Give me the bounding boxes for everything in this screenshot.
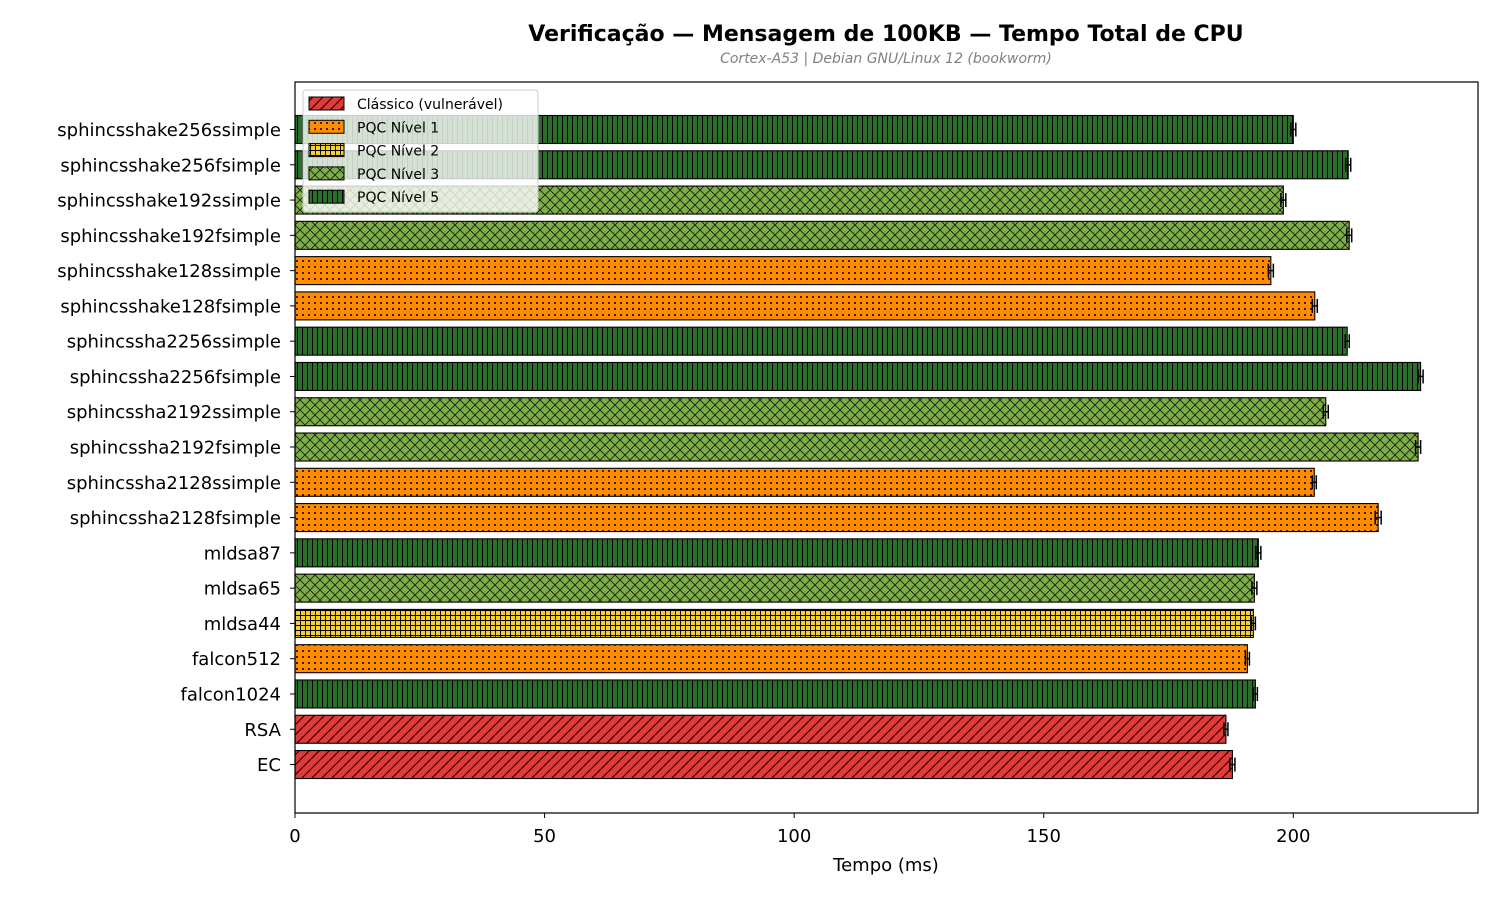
bar-mldsa44 xyxy=(294,608,1254,638)
chart-subtitle: Cortex-A53 | Debian GNU/Linux 12 (bookwo… xyxy=(720,51,1052,67)
legend-label-n2: PQC Nível 2 xyxy=(357,144,439,160)
y-tick-label-sphincsshake256fsimple: sphincsshake256fsimple xyxy=(60,155,281,176)
error-bar-falcon1024 xyxy=(1252,686,1259,701)
error-bar-EC xyxy=(1229,757,1236,772)
x-tick-label-100: 100 xyxy=(777,826,811,847)
legend-swatch-n2 xyxy=(308,143,345,158)
bar-falcon512 xyxy=(294,644,1248,674)
x-tick-label-200: 200 xyxy=(1276,826,1310,847)
legend-box xyxy=(302,89,539,213)
error-bar-sphincsshake256ssimple xyxy=(1290,122,1297,137)
error-bar-sphincssha2192ssimple xyxy=(1322,404,1330,419)
error-bar-RSA xyxy=(1223,722,1229,737)
legend-swatch-classic xyxy=(308,96,345,111)
bars-layer xyxy=(294,114,1424,780)
y-tick-label-sphincsshake128ssimple: sphincsshake128ssimple xyxy=(57,261,281,282)
legend-label-n1: PQC Nível 1 xyxy=(357,120,439,136)
y-tick-label-sphincssha2192fsimple: sphincssha2192fsimple xyxy=(70,438,281,459)
y-tick-label-EC: EC xyxy=(257,755,281,776)
x-tick-label-0: 0 xyxy=(289,826,300,847)
y-tick-label-sphincssha2192ssimple: sphincssha2192ssimple xyxy=(67,402,281,423)
y-tick-label-sphincssha2256fsimple: sphincssha2256fsimple xyxy=(70,367,281,388)
error-bar-sphincssha2128fsimple xyxy=(1374,510,1382,525)
y-tick-label-falcon1024: falcon1024 xyxy=(181,684,282,705)
bar-sphincssha2192ssimple xyxy=(294,397,1327,427)
bar-sphincssha2192fsimple xyxy=(294,432,1419,462)
y-tick-label-sphincsshake256ssimple: sphincsshake256ssimple xyxy=(57,120,281,141)
error-bar-falcon512 xyxy=(1244,651,1251,666)
y-tick-label-sphincssha2256ssimple: sphincssha2256ssimple xyxy=(67,332,281,353)
y-tick-label-sphincsshake192fsimple: sphincsshake192fsimple xyxy=(60,226,281,247)
legend: Clássico (vulnerável) PQC Nível 1 PQC Níve… xyxy=(302,89,539,213)
y-tick-label-RSA: RSA xyxy=(244,720,281,741)
error-bar-sphincsshake192ssimple xyxy=(1280,193,1287,208)
bar-sphincsshake128fsimple xyxy=(294,291,1316,321)
y-tick-label-mldsa87: mldsa87 xyxy=(204,543,281,564)
bar-RSA xyxy=(294,714,1227,744)
x-axis: 0 50 100 150 200 xyxy=(289,813,1310,847)
error-bar-sphincssha2256ssimple xyxy=(1344,334,1350,349)
error-bar-mldsa87 xyxy=(1255,545,1262,560)
y-tick-label-mldsa44: mldsa44 xyxy=(204,614,281,635)
y-tick-label-sphincssha2128fsimple: sphincssha2128fsimple xyxy=(70,508,281,529)
bar-sphincssha2256ssimple xyxy=(294,326,1348,356)
bar-mldsa87 xyxy=(294,538,1259,568)
legend-swatch-n5 xyxy=(308,189,345,204)
error-bar-sphincsshake192fsimple xyxy=(1345,228,1353,243)
error-bar-sphincsshake256fsimple xyxy=(1344,157,1352,172)
y-tick-label-sphincsshake192ssimple: sphincsshake192ssimple xyxy=(57,191,281,212)
x-tick-label-50: 50 xyxy=(533,826,556,847)
x-axis-label: Tempo (ms) xyxy=(832,855,939,876)
y-tick-label-sphincsshake128fsimple: sphincsshake128fsimple xyxy=(60,296,281,317)
bar-sphincsshake128ssimple xyxy=(294,256,1272,286)
bar-sphincssha2256fsimple xyxy=(294,361,1422,392)
bar-falcon1024 xyxy=(294,679,1256,709)
error-bar-sphincssha2128ssimple xyxy=(1311,475,1318,490)
bar-sphincsshake192fsimple xyxy=(294,220,1350,250)
bar-sphincssha2128fsimple xyxy=(294,503,1379,533)
error-bar-sphincssha2192fsimple xyxy=(1414,440,1422,455)
bar-mldsa65 xyxy=(294,573,1255,603)
y-tick-label-sphincssha2128ssimple: sphincssha2128ssimple xyxy=(67,473,281,494)
error-bar-sphincssha2256fsimple xyxy=(1417,369,1424,384)
error-bar-mldsa44 xyxy=(1250,616,1257,631)
legend-label-n3: PQC Nível 3 xyxy=(357,167,439,183)
error-bar-sphincsshake128fsimple xyxy=(1311,298,1319,313)
bar-sphincssha2128ssimple xyxy=(294,467,1315,497)
y-tick-label-mldsa65: mldsa65 xyxy=(204,579,281,600)
error-bar-mldsa65 xyxy=(1251,581,1258,596)
error-bar-sphincsshake128ssimple xyxy=(1267,263,1275,278)
y-tick-label-falcon512: falcon512 xyxy=(192,649,281,670)
x-tick-label-150: 150 xyxy=(1027,826,1061,847)
legend-label-n5: PQC Nível 5 xyxy=(357,190,439,206)
legend-label-classic: Clássico (vulnerável) xyxy=(357,97,503,113)
legend-swatch-n3 xyxy=(308,166,345,181)
legend-swatch-n1 xyxy=(308,119,345,134)
plot-frame xyxy=(294,81,1479,814)
y-axis: sphincsshake256ssimple sphincsshake256fsi… xyxy=(57,120,295,776)
chart-title: Verificação — Mensagem de 100KB — Tempo … xyxy=(528,22,1243,47)
bar-EC xyxy=(294,749,1233,780)
